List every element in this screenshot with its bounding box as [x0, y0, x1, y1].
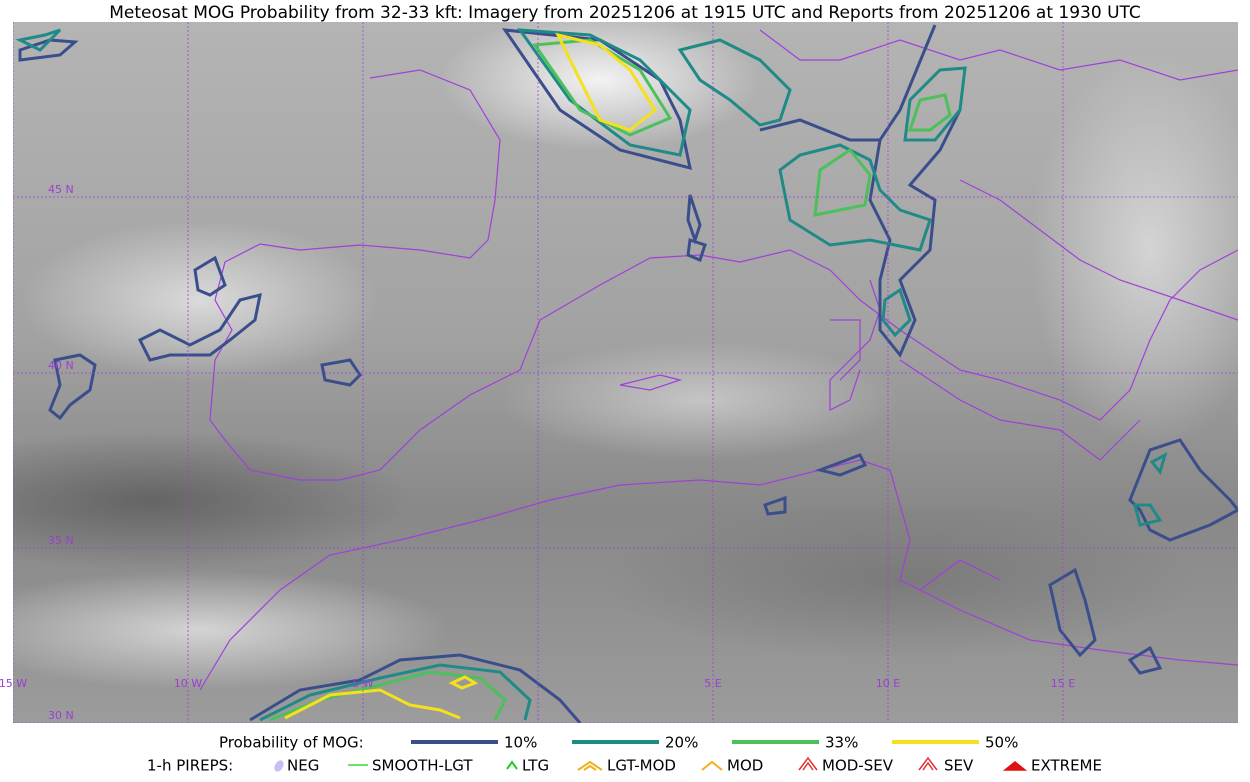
lat-label: 35 N [48, 534, 74, 547]
legend-label: SMOOTH-LGT [372, 757, 473, 775]
legend-label: 50% [985, 734, 1018, 752]
legend-icon [918, 756, 938, 771]
lat-lon-grid: 45 N 40 N 35 N 30 N [13, 22, 1238, 723]
legend-heading: 1-h PIREPS: [147, 757, 233, 775]
legend-label: LTG [522, 757, 549, 775]
legend-label: EXTREME [1031, 757, 1102, 775]
lat-label: 45 N [48, 183, 74, 196]
lon-label: 15 E [1051, 677, 1075, 690]
legend-label: LGT-MOD [607, 757, 676, 775]
legend-icon [274, 760, 284, 772]
legend-label: 20% [665, 734, 698, 752]
lon-label: 15 W [0, 677, 27, 690]
lon-label: 5 E [704, 677, 721, 690]
legend-label: 10% [504, 734, 537, 752]
legend-icon [506, 760, 518, 770]
title: Meteosat MOG Probability from 32-33 kft:… [109, 3, 1141, 23]
coastlines [199, 29, 1238, 691]
mog-contours [15, 24, 1238, 723]
lat-label: 30 N [48, 709, 74, 722]
legend-label: NEG [287, 757, 319, 775]
lon-label: 5 W [352, 677, 373, 690]
lon-label: 10 W [174, 677, 202, 690]
legend-icon [1002, 761, 1028, 771]
legend-heading: Probability of MOG: [219, 734, 364, 752]
legend-label: MOD [727, 757, 763, 775]
lat-label: 40 N [48, 359, 74, 372]
map: 45 N 40 N 35 N 30 N [13, 22, 1238, 723]
legend-icon [798, 756, 818, 771]
legend-icon [701, 760, 723, 771]
lon-label: 10 E [876, 677, 900, 690]
legend-label: SEV [944, 757, 974, 775]
legend-label: 33% [825, 734, 858, 752]
legend-label: MOD-SEV [822, 757, 894, 775]
legend-icon [577, 760, 603, 771]
legend: Probability of MOG: 10% 20% 33% 50% 1-h PIREP… [147, 734, 1102, 775]
